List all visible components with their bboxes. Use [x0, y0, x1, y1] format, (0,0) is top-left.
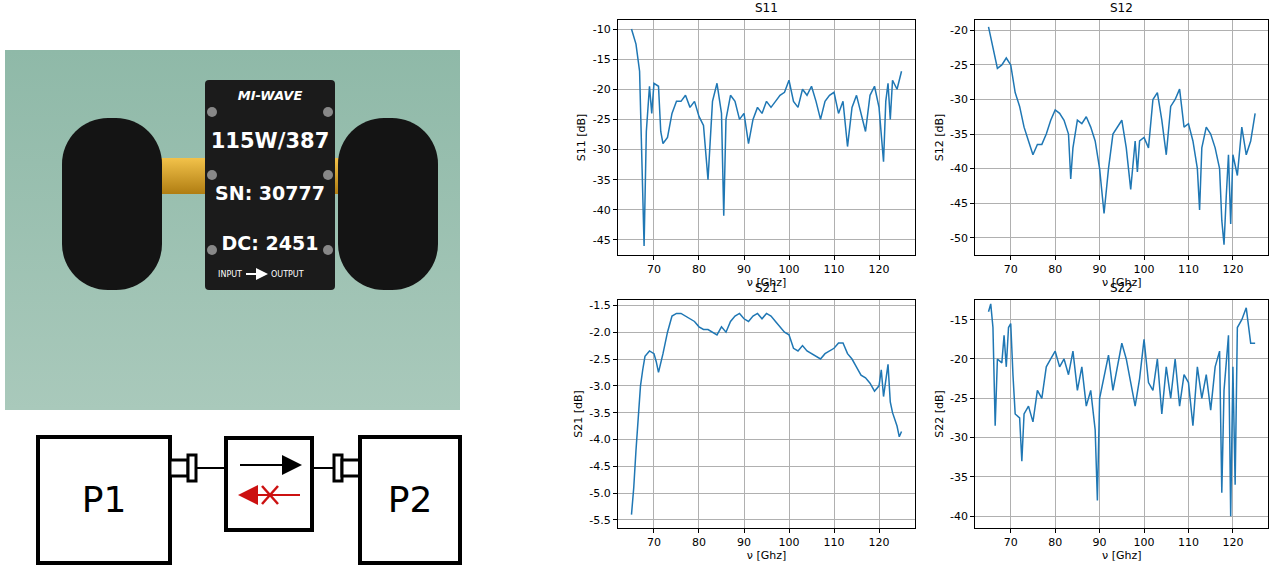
svg-text:-20: -20 — [950, 353, 968, 366]
svg-text:-30: -30 — [950, 431, 968, 444]
svg-text:ν [Ghz]: ν [Ghz] — [1102, 276, 1142, 289]
svg-text:S21 [dB]: S21 [dB] — [572, 390, 585, 438]
svg-text:-40: -40 — [593, 204, 611, 217]
svg-text:110: 110 — [824, 263, 845, 276]
svg-text:-40: -40 — [950, 162, 968, 175]
svg-text:80: 80 — [692, 536, 706, 549]
svg-text:80: 80 — [692, 263, 706, 276]
svg-text:-35: -35 — [593, 174, 611, 187]
svg-text:100: 100 — [779, 263, 800, 276]
svg-text:-25: -25 — [950, 59, 968, 72]
svg-text:120: 120 — [1222, 536, 1243, 549]
svg-text:-30: -30 — [593, 143, 611, 156]
svg-text:S21: S21 — [755, 281, 778, 295]
svg-text:INPUT: INPUT — [218, 270, 242, 279]
svg-text:-20: -20 — [950, 24, 968, 37]
svg-text:90: 90 — [1093, 263, 1107, 276]
svg-text:80: 80 — [1048, 263, 1062, 276]
svg-text:90: 90 — [1093, 536, 1107, 549]
svg-text:SN: 30777: SN: 30777 — [215, 182, 325, 204]
svg-text:-20: -20 — [593, 83, 611, 96]
svg-text:S22: S22 — [1110, 281, 1133, 295]
svg-text:70: 70 — [1004, 536, 1018, 549]
svg-text:80: 80 — [1048, 536, 1062, 549]
svg-text:110: 110 — [1178, 536, 1199, 549]
svg-text:S12: S12 — [1110, 1, 1133, 15]
svg-text:-3.0: -3.0 — [589, 380, 610, 393]
svg-text:P1: P1 — [82, 479, 127, 520]
svg-text:100: 100 — [779, 536, 800, 549]
svg-text:-30: -30 — [950, 93, 968, 106]
svg-text:70: 70 — [1004, 263, 1018, 276]
svg-text:-2.5: -2.5 — [589, 353, 610, 366]
svg-text:120: 120 — [869, 263, 890, 276]
svg-text:-40: -40 — [950, 510, 968, 523]
svg-text:110: 110 — [1178, 263, 1199, 276]
svg-text:120: 120 — [869, 536, 890, 549]
svg-text:100: 100 — [1134, 263, 1155, 276]
svg-text:-35: -35 — [950, 471, 968, 484]
svg-text:-5.0: -5.0 — [589, 487, 610, 500]
svg-text:S12 [dB]: S12 [dB] — [933, 114, 946, 162]
svg-text:90: 90 — [737, 536, 751, 549]
svg-text:90: 90 — [737, 263, 751, 276]
svg-text:-45: -45 — [950, 197, 968, 210]
svg-text:-4.5: -4.5 — [589, 460, 610, 473]
svg-text:S22 [dB]: S22 [dB] — [933, 390, 946, 438]
svg-text:S11 [dB]: S11 [dB] — [575, 114, 588, 162]
svg-text:-2.0: -2.0 — [589, 326, 610, 339]
svg-text:-10: -10 — [593, 23, 611, 36]
svg-text:115W/387: 115W/387 — [211, 129, 330, 153]
svg-text:-25: -25 — [593, 113, 611, 126]
svg-text:100: 100 — [1134, 536, 1155, 549]
svg-text:-15: -15 — [593, 53, 611, 66]
svg-text:P2: P2 — [388, 479, 433, 520]
svg-text:-35: -35 — [950, 128, 968, 141]
svg-text:-45: -45 — [593, 234, 611, 247]
svg-text:ν [Ghz]: ν [Ghz] — [1102, 549, 1142, 562]
svg-text:70: 70 — [647, 263, 661, 276]
svg-text:120: 120 — [1222, 263, 1243, 276]
svg-text:-5.5: -5.5 — [589, 514, 610, 527]
svg-text:-1.5: -1.5 — [589, 299, 610, 312]
svg-text:S11: S11 — [755, 1, 778, 15]
svg-text:DC: 2451: DC: 2451 — [222, 232, 319, 254]
svg-text:OUTPUT: OUTPUT — [271, 270, 304, 279]
svg-text:ν [Ghz]: ν [Ghz] — [747, 276, 787, 289]
svg-text:ν [Ghz]: ν [Ghz] — [747, 549, 787, 562]
svg-text:-15: -15 — [950, 314, 968, 327]
svg-text:110: 110 — [824, 536, 845, 549]
svg-text:70: 70 — [647, 536, 661, 549]
svg-text:-4.0: -4.0 — [589, 433, 610, 446]
svg-text:-50: -50 — [950, 232, 968, 245]
svg-text:-25: -25 — [950, 392, 968, 405]
svg-text:-3.5: -3.5 — [589, 407, 610, 420]
svg-text:MI-WAVE: MI-WAVE — [238, 88, 303, 103]
